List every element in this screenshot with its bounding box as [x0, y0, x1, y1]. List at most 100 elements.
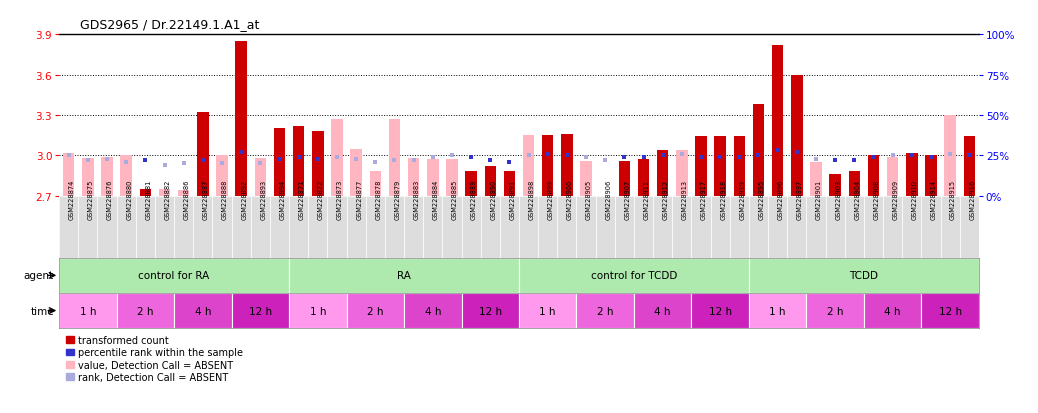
Bar — [829, 175, 841, 196]
Text: GSM228905: GSM228905 — [586, 179, 592, 219]
Bar — [216, 156, 227, 196]
Bar — [825, 196, 845, 258]
Bar — [120, 156, 132, 196]
Text: 12 h: 12 h — [249, 306, 272, 316]
Bar — [231, 196, 251, 258]
Text: GSM228881: GSM228881 — [145, 179, 152, 219]
Bar — [446, 160, 458, 196]
Bar — [960, 196, 979, 258]
Bar — [714, 137, 726, 196]
Bar — [922, 196, 940, 258]
Bar — [59, 293, 116, 328]
Text: GSM228911: GSM228911 — [644, 179, 650, 219]
Bar — [868, 156, 879, 196]
Bar — [59, 196, 78, 258]
Bar — [902, 196, 922, 258]
Bar — [886, 157, 898, 196]
Text: GSM228894: GSM228894 — [279, 179, 285, 219]
Text: 4 h: 4 h — [194, 306, 211, 316]
Text: GSM228879: GSM228879 — [394, 179, 401, 219]
Bar — [748, 293, 807, 328]
Bar — [289, 293, 347, 328]
Text: GSM228892: GSM228892 — [241, 179, 247, 219]
Text: GSM228873: GSM228873 — [337, 179, 343, 219]
Bar — [197, 113, 209, 196]
Bar — [136, 196, 155, 258]
Text: GSM228880: GSM228880 — [127, 179, 132, 219]
Bar — [906, 153, 918, 196]
Bar — [236, 42, 247, 196]
Bar — [576, 293, 634, 328]
Bar — [730, 196, 748, 258]
Bar — [653, 196, 673, 258]
Bar — [442, 196, 462, 258]
Bar — [768, 196, 787, 258]
Bar — [424, 196, 442, 258]
Text: GDS2965 / Dr.22149.1.A1_at: GDS2965 / Dr.22149.1.A1_at — [80, 18, 260, 31]
Bar — [347, 293, 404, 328]
Text: 1 h: 1 h — [309, 306, 326, 316]
Text: 4 h: 4 h — [425, 306, 441, 316]
Bar — [503, 172, 515, 196]
Bar — [63, 153, 75, 196]
Bar — [864, 293, 922, 328]
Bar — [177, 191, 190, 196]
Text: control for RA: control for RA — [138, 271, 210, 281]
Bar — [963, 137, 975, 196]
Bar — [883, 196, 902, 258]
Bar — [404, 293, 462, 328]
Bar — [619, 161, 630, 196]
Text: TCDD: TCDD — [849, 271, 878, 281]
Text: GSM228877: GSM228877 — [356, 179, 362, 219]
Text: 1 h: 1 h — [540, 306, 556, 316]
Text: time: time — [30, 306, 54, 316]
Bar — [519, 293, 576, 328]
Bar — [676, 150, 687, 196]
Bar — [331, 120, 343, 196]
Text: GSM228915: GSM228915 — [950, 179, 956, 219]
Bar — [293, 126, 304, 196]
Bar — [634, 293, 691, 328]
Text: GSM228890: GSM228890 — [490, 179, 496, 219]
Text: GSM228895: GSM228895 — [759, 179, 765, 219]
Bar — [634, 196, 653, 258]
Text: GSM228883: GSM228883 — [413, 179, 419, 219]
Text: 12 h: 12 h — [938, 306, 961, 316]
Text: GSM228882: GSM228882 — [165, 179, 170, 219]
Text: agent: agent — [24, 271, 54, 281]
Text: GSM228878: GSM228878 — [376, 179, 381, 219]
Bar — [637, 160, 650, 196]
Bar — [98, 196, 116, 258]
Bar — [251, 196, 270, 258]
Text: GSM228904: GSM228904 — [854, 179, 861, 219]
Bar — [408, 159, 419, 196]
Text: 2 h: 2 h — [597, 306, 613, 316]
Bar — [614, 196, 634, 258]
Text: GSM228908: GSM228908 — [873, 179, 879, 219]
Bar — [748, 258, 979, 293]
Bar — [289, 196, 308, 258]
Bar — [811, 163, 822, 196]
Text: GSM228874: GSM228874 — [69, 179, 75, 219]
Text: 2 h: 2 h — [367, 306, 384, 316]
Text: GSM228891: GSM228891 — [510, 179, 516, 219]
Text: GSM228887: GSM228887 — [202, 179, 209, 219]
Bar — [385, 196, 404, 258]
Text: RA: RA — [398, 271, 411, 281]
Text: 12 h: 12 h — [709, 306, 732, 316]
Text: 4 h: 4 h — [654, 306, 671, 316]
Bar — [140, 190, 152, 196]
Bar — [274, 129, 285, 196]
Bar — [576, 196, 596, 258]
Bar — [116, 196, 136, 258]
Bar — [691, 293, 748, 328]
Bar — [748, 196, 768, 258]
Bar — [289, 258, 519, 293]
Bar — [462, 196, 481, 258]
Bar — [542, 136, 553, 196]
Bar — [791, 75, 802, 196]
Bar — [562, 134, 573, 196]
Bar — [864, 196, 883, 258]
Text: GSM228914: GSM228914 — [931, 179, 937, 219]
Text: GSM228893: GSM228893 — [261, 179, 267, 219]
